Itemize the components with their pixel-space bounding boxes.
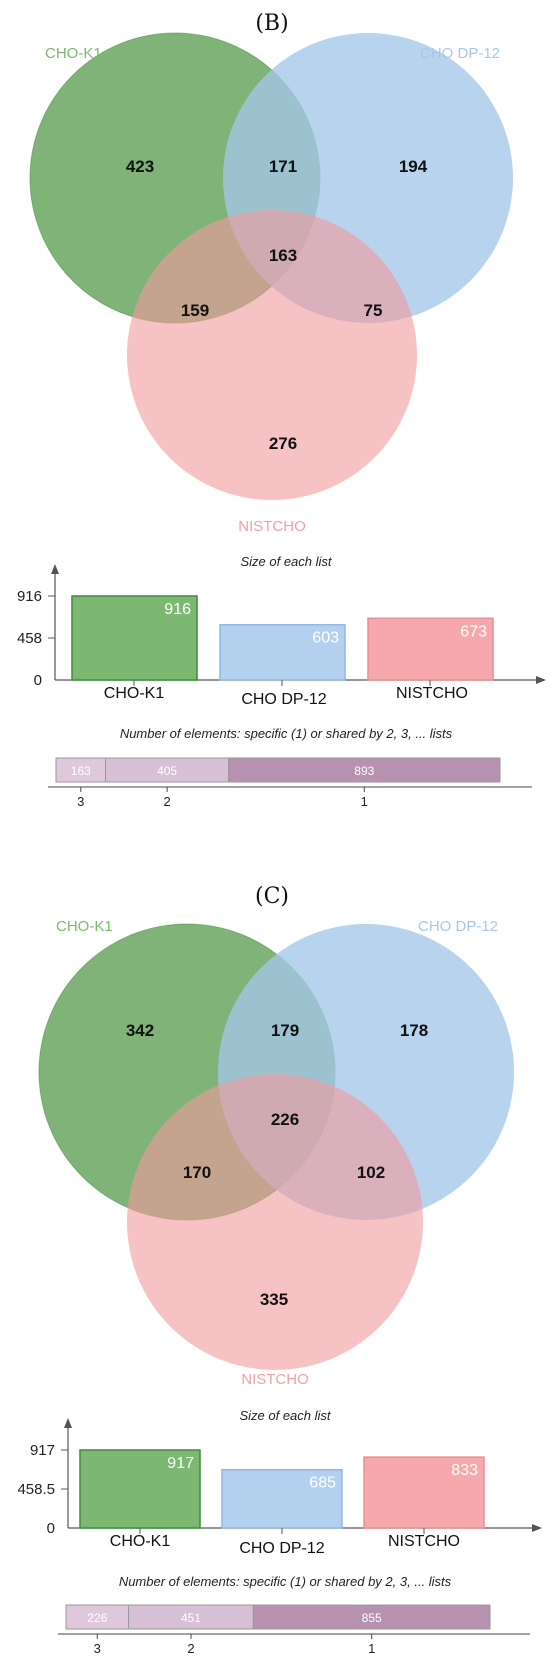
set-name-1: CHO-K1 [45,45,102,62]
shared-segment-bar: 226 451 855 3 2 1 [58,1604,530,1656]
region-1-3: 170 [183,1163,211,1182]
segment-value-2: 405 [157,764,177,778]
bar-label-nistcho: NISTCHO [388,1533,460,1550]
region-1-2-3: 226 [271,1110,299,1129]
set-name-2: CHO DP-12 [420,45,500,62]
size-bar-chart: 917 458.5 0 917 685 833 CHO-K1 CHO DP-12… [17,1418,542,1557]
segment-tick-3: 3 [94,1641,101,1656]
segment-specific-1 [252,1604,491,1630]
bar-label-cho-dp-12: CHO DP-12 [241,691,326,708]
set-name-3: NISTCHO [238,518,306,535]
bar-nistcho [367,617,494,681]
panel-b: (B) CHO-K1 CHO DP-12 NISTCHO 423 194 276… [17,11,546,809]
region-1-2: 179 [271,1021,299,1040]
bar-cho-k1 [79,1449,201,1529]
bar-value-nistcho: 833 [451,1462,478,1479]
set-circle-3 [127,210,417,500]
panel-label: (C) [255,884,289,909]
y-tick-zero: 0 [34,672,42,689]
set-name-3: NISTCHO [241,1371,309,1388]
x-axis-arrow [532,1524,542,1532]
segment-specific-1 [228,757,501,783]
region-1-2: 171 [269,157,297,176]
y-axis-arrow [51,564,59,574]
x-axis-arrow [536,676,546,684]
shared-segment-bar: 163 405 893 3 2 1 [48,757,532,809]
segment-shared-3 [65,1604,129,1630]
bar-value-nistcho: 673 [460,623,487,640]
shared-caption: Number of elements: specific (1) or shar… [119,1574,452,1589]
y-tick-max: 916 [17,588,42,605]
region-only-1: 423 [126,157,154,176]
bar-label-cho-k1: CHO-K1 [110,1533,171,1550]
y-tick-zero: 0 [47,1520,55,1537]
set-circle-3 [127,1074,423,1370]
panel-c: (C) CHO-K1 CHO DP-12 NISTCHO 342 178 335… [17,884,542,1656]
size-caption: Size of each list [240,554,332,569]
bar-value-cho-dp-12: 603 [312,630,339,647]
bar-nistcho [363,1456,485,1529]
shared-caption: Number of elements: specific (1) or shar… [120,726,453,741]
set-name-2: CHO DP-12 [418,918,498,935]
segment-value-1: 893 [354,764,374,778]
region-only-2: 194 [399,157,428,176]
segment-value-3: 163 [71,764,91,778]
size-caption: Size of each list [239,1408,331,1423]
y-tick-mid: 458.5 [17,1481,55,1498]
region-only-2: 178 [400,1021,428,1040]
bar-value-cho-k1: 917 [167,1455,194,1472]
bar-label-cho-dp-12: CHO DP-12 [239,1540,324,1557]
segment-tick-1: 1 [361,794,368,809]
region-1-2-3: 163 [269,246,297,265]
bar-label-cho-k1: CHO-K1 [104,685,165,702]
y-tick-mid: 458 [17,630,42,647]
segment-tick-2: 2 [163,794,170,809]
segment-tick-1: 1 [368,1641,375,1656]
bar-cho-k1 [71,595,198,681]
size-bar-chart: 916 458 0 916 603 673 CHO-K1 CHO DP-12 N… [17,564,546,708]
region-1-3: 159 [181,301,209,320]
segment-value-3: 226 [87,1611,107,1625]
segment-tick-3: 3 [77,794,84,809]
y-tick-max: 917 [30,1442,55,1459]
segment-tick-2: 2 [187,1641,194,1656]
region-2-3: 102 [357,1163,385,1182]
panel-label: (B) [255,11,288,36]
bar-value-cho-dp-12: 685 [309,1475,336,1492]
segment-shared-2 [105,757,230,783]
venn-diagram: CHO-K1 CHO DP-12 NISTCHO 423 194 276 171… [29,32,513,535]
bar-cho-dp-12 [221,1468,343,1529]
region-only-1: 342 [126,1021,154,1040]
region-2-3: 75 [364,301,383,320]
bar-value-cho-k1: 916 [164,601,191,618]
segment-shared-3 [55,757,106,783]
region-only-3: 335 [260,1290,288,1309]
set-name-1: CHO-K1 [56,918,113,935]
y-axis-arrow [64,1418,72,1428]
region-only-3: 276 [269,434,297,453]
venn-diagram: CHO-K1 CHO DP-12 NISTCHO 342 178 335 179… [38,918,514,1388]
segment-value-2: 451 [181,1611,201,1625]
bar-cho-dp-12 [219,623,346,681]
segment-value-1: 855 [362,1611,382,1625]
segment-shared-2 [128,1604,254,1630]
bar-label-nistcho: NISTCHO [396,685,468,702]
